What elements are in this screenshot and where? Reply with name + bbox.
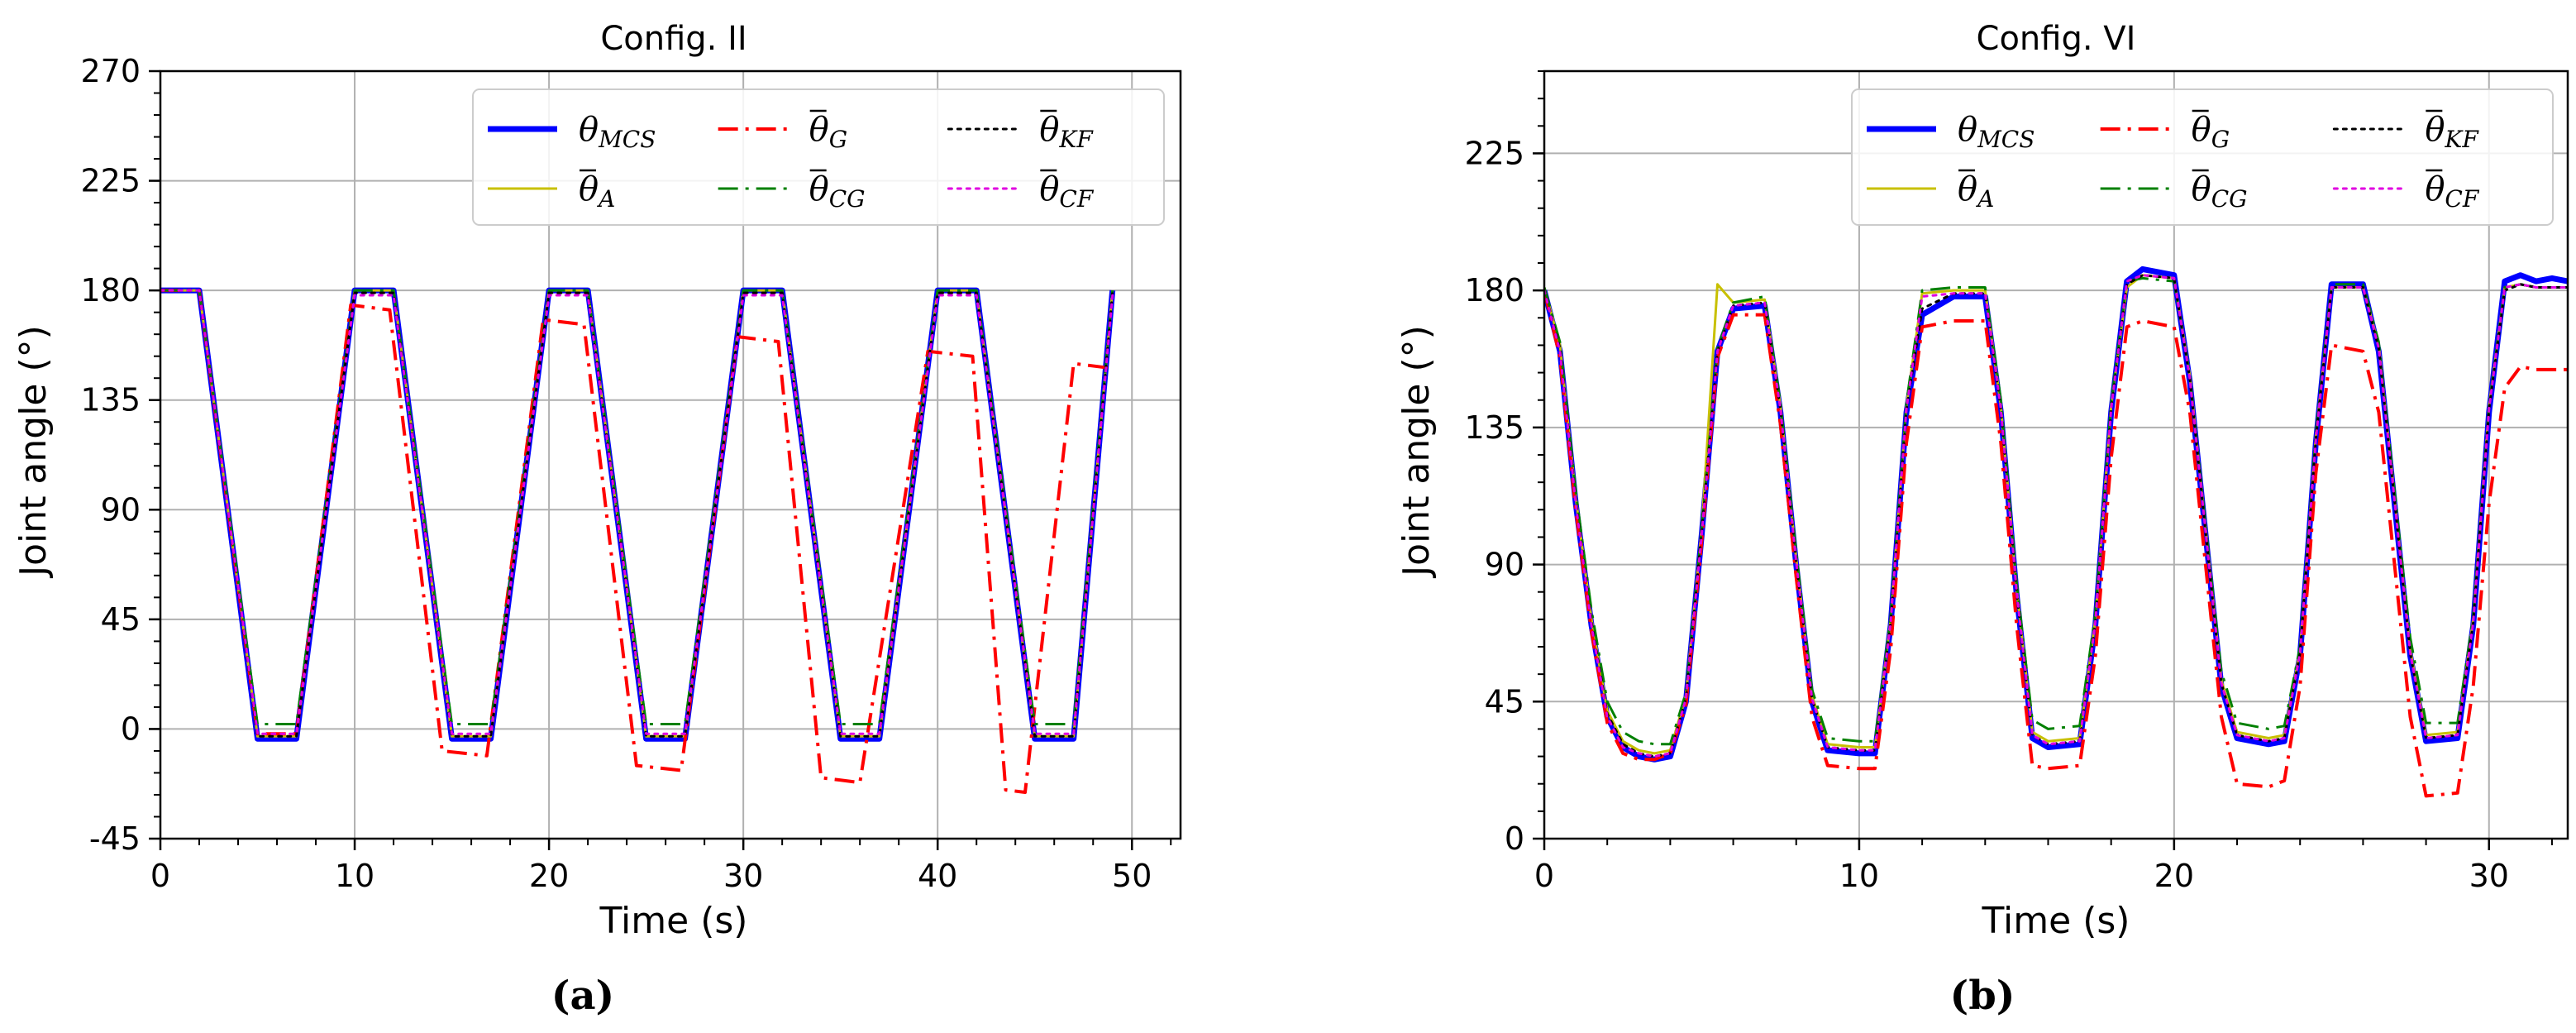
x-tick-label: 20	[529, 858, 569, 894]
y-axis-title: Joint angle (°)	[1395, 325, 1438, 579]
y-tick-label: 90	[1485, 547, 1524, 583]
legend-label-g: θG	[2192, 111, 2230, 153]
plot-frame	[159, 69, 1182, 840]
legend-label-kf: θKF	[2425, 111, 2479, 153]
x-tick-label: 30	[723, 858, 763, 894]
legend-label-kf: θKF	[1039, 111, 1094, 153]
y-tick-label: 0	[1505, 820, 1524, 857]
x-tick-label: 0	[150, 858, 170, 894]
y-tick-label: 90	[101, 491, 141, 528]
chart-title: Config. VI	[1977, 20, 2136, 58]
legend-box	[472, 88, 1165, 226]
y-tick-label: 45	[101, 601, 141, 638]
series-group	[160, 287, 1116, 794]
legend-label-mcs: θMCS	[1958, 111, 2035, 153]
y-tick-label: 135	[1464, 409, 1524, 446]
x-axis-title: Time (s)	[1982, 900, 2130, 942]
x-tick-label: 0	[1534, 858, 1554, 894]
chart-b: Config. VI Joint angle (°) Time (s) (b) …	[1395, 20, 2569, 1019]
series-group	[1544, 265, 2568, 798]
legend-label-cg: θCG	[809, 170, 866, 213]
x-tick-label: 10	[335, 858, 374, 894]
x-tick-label: 50	[1112, 858, 1152, 894]
legend: θMCS θA θG θCG θKF θCF	[472, 88, 1165, 226]
x-tick-label: 30	[2469, 858, 2509, 894]
y-tick-label: 0	[121, 710, 141, 747]
y-tick-label: 135	[80, 382, 141, 418]
y-tick-label: 45	[1485, 683, 1524, 720]
legend-label-g: θG	[809, 111, 847, 153]
y-axis-title: Joint angle (°)	[12, 325, 55, 579]
legend-label-a: θA	[1958, 170, 1994, 213]
series-line-kf	[160, 289, 1114, 738]
chart-title: Config. II	[600, 20, 747, 58]
legend-label-mcs: θMCS	[579, 111, 656, 153]
caption: (a)	[551, 973, 615, 1019]
chart-a: Config. II Joint angle (°) Time (s) (a) …	[12, 20, 1182, 1019]
series-line-cf	[160, 289, 1114, 735]
series-line-mcs	[1544, 265, 2568, 763]
y-tick-label: 270	[80, 53, 141, 89]
series-line-g	[1544, 289, 2568, 798]
caption: (b)	[1950, 973, 2015, 1019]
legend-label-a: θA	[579, 170, 615, 213]
plot-frame	[1543, 69, 2569, 840]
legend-label-cg: θCG	[2192, 170, 2248, 213]
series-line-cf	[1544, 274, 2568, 758]
y-tick-label: 225	[80, 163, 141, 199]
legend-label-cf: θCF	[1039, 170, 1095, 213]
series-line-kf	[1544, 274, 2568, 758]
x-tick-label: 20	[2154, 858, 2194, 894]
y-tick-label: 225	[1464, 135, 1524, 171]
series-line-g	[160, 289, 1113, 794]
legend-box	[1851, 88, 2554, 226]
x-tick-label: 40	[918, 858, 957, 894]
y-tick-label: 180	[1464, 272, 1524, 308]
y-tick-label: 180	[80, 272, 141, 308]
x-axis-title: Time (s)	[599, 900, 748, 942]
legend: θMCS θA θG θCG θKF θCF	[1851, 88, 2554, 226]
legend-label-cf: θCF	[2425, 170, 2480, 213]
x-tick-label: 10	[1839, 858, 1879, 894]
y-tick-label: -45	[89, 820, 141, 857]
